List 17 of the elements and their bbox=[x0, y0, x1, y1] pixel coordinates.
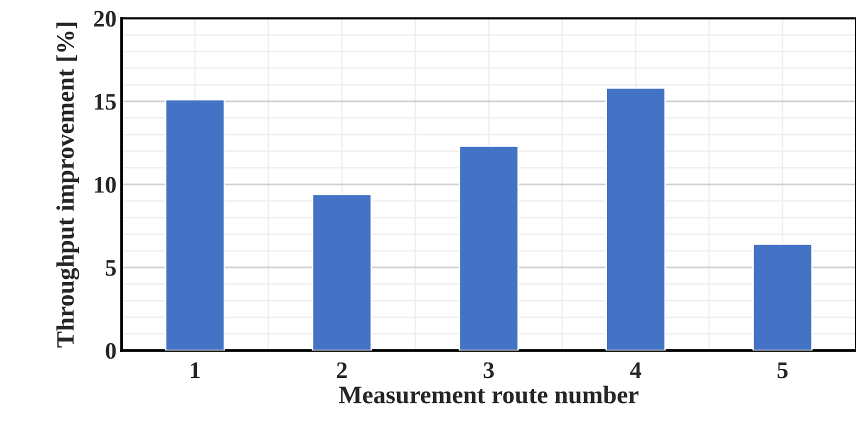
x-axis-title: Measurement route number bbox=[338, 386, 638, 404]
bar bbox=[458, 146, 519, 350]
bar bbox=[164, 99, 226, 350]
y-tick-label: 0 bbox=[106, 342, 116, 359]
bar bbox=[312, 194, 372, 350]
y-tick-label: 5 bbox=[106, 260, 116, 276]
x-tick-label: 3 bbox=[484, 362, 494, 378]
y-axis-title: Throughput improvement [%] bbox=[56, 22, 80, 348]
x-tick-label: 2 bbox=[336, 362, 347, 378]
y-tick-label: 15 bbox=[94, 94, 116, 110]
x-tick-label: 5 bbox=[778, 362, 788, 378]
bar bbox=[606, 87, 666, 350]
bar bbox=[752, 244, 813, 350]
y-tick-label: 10 bbox=[94, 176, 116, 193]
y-tick-label: 20 bbox=[94, 10, 116, 27]
x-tick-label: 4 bbox=[630, 362, 642, 378]
x-tick-label: 1 bbox=[190, 362, 200, 378]
